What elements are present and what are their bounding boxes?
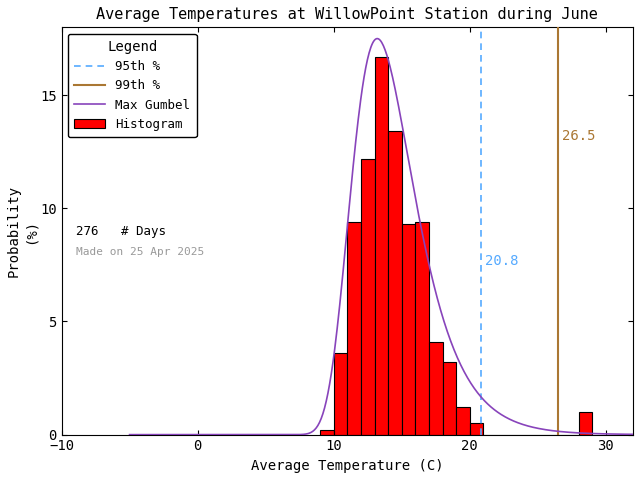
Y-axis label: Probability
(%): Probability (%): [7, 185, 37, 277]
Text: 20.8: 20.8: [484, 254, 518, 268]
Max Gumbel: [463, 373, 470, 379]
Bar: [470, 423, 483, 434]
Legend: 95th %, 99th %, Max Gumbel, Histogram: 95th %, 99th %, Max Gumbel, Histogram: [68, 34, 196, 137]
Max Gumbel: [374, 36, 381, 41]
Bar: [348, 222, 361, 434]
Bar: [320, 430, 333, 434]
Bar: [402, 224, 415, 434]
Bar: [429, 342, 442, 434]
Max Gumbel: [215, 432, 223, 437]
X-axis label: Average Temperature (C): Average Temperature (C): [251, 459, 444, 473]
Max Gumbel: [353, 124, 361, 130]
Bar: [579, 412, 592, 434]
Title: Average Temperatures at WillowPoint Station during June: Average Temperatures at WillowPoint Stat…: [97, 7, 598, 22]
Text: Made on 25 Apr 2025: Made on 25 Apr 2025: [76, 247, 204, 257]
Bar: [442, 362, 456, 434]
Bar: [333, 353, 348, 434]
Bar: [374, 57, 388, 434]
Max Gumbel: [423, 253, 431, 259]
99th %: [554, 432, 562, 437]
95th %: [477, 432, 484, 437]
Bar: [456, 408, 470, 434]
Max Gumbel: [629, 432, 637, 437]
95th %: [477, 409, 484, 415]
99th %: [554, 409, 562, 415]
Text: 26.5: 26.5: [563, 130, 596, 144]
Text: 276   # Days: 276 # Days: [76, 225, 166, 238]
Line: Max Gumbel: Max Gumbel: [129, 38, 633, 434]
Bar: [415, 222, 429, 434]
Max Gumbel: [506, 416, 513, 422]
Max Gumbel: [255, 432, 263, 437]
Bar: [388, 132, 402, 434]
Bar: [361, 158, 374, 434]
Max Gumbel: [125, 432, 133, 437]
